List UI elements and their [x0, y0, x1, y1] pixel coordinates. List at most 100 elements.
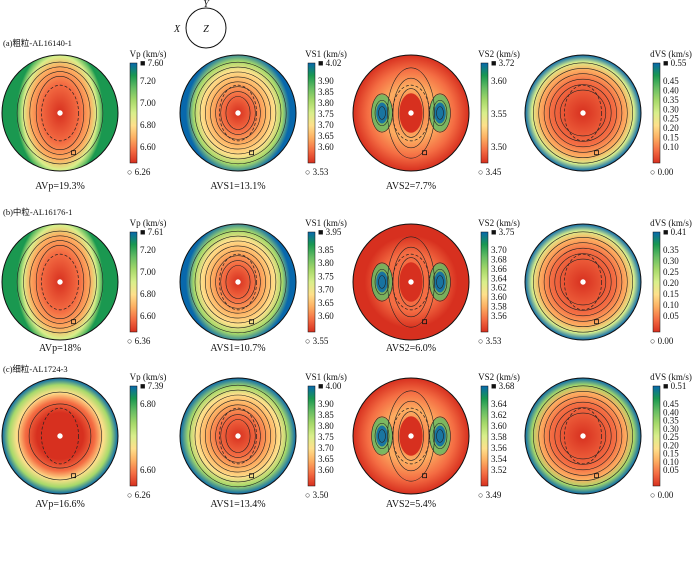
colorbar-tick: 3.70 [318, 120, 334, 130]
colorbar-tick: 7.20 [140, 245, 156, 255]
colorbar-tick: 3.65 [318, 298, 334, 308]
colorbar-gradient [480, 385, 489, 487]
contour-line [16, 61, 104, 165]
pole-figure: Vp (km/s)■ 7.61 7.20 7.00 6.80 6.60 ○ 6.36 AVp… [1, 218, 167, 354]
colorbar-tick: 3.60 [491, 76, 507, 86]
min-marker [594, 150, 599, 156]
contour-line [378, 429, 386, 443]
contour-line [392, 400, 430, 472]
colorbar-tick: 3.62 [491, 410, 507, 420]
contour-line [18, 391, 102, 481]
colorbar-tick: 3.80 [318, 421, 334, 431]
min-marker [249, 319, 255, 325]
max-marker [235, 433, 241, 439]
colorbar-tick: 6.60 [140, 142, 156, 152]
colorbar: VS1 (km/s)■ 4.02 3.903.853.803.753.703.65… [305, 49, 347, 177]
contour-line [23, 66, 97, 160]
dashed-contour [219, 253, 257, 311]
colorbar-tick: 3.60 [318, 465, 334, 475]
colorbar-min: ○ 0.00 [650, 490, 674, 500]
min-marker [594, 319, 599, 325]
contour-line [225, 265, 251, 299]
colorbar-tick: 3.70 [491, 245, 507, 255]
colorbar: VS1 (km/s)■ 4.00 3.903.853.803.753.703.65… [305, 372, 347, 500]
colorbar-max: ■ 0.51 [663, 381, 686, 391]
anisotropy-caption: AVp=16.6% [35, 499, 85, 510]
contour-line [392, 77, 430, 149]
colorbar-tick: 3.85 [318, 87, 334, 97]
colorbar-tick: 3.64 [491, 273, 507, 283]
max-marker [580, 110, 586, 116]
colorbar-max: ■ 3.68 [491, 381, 515, 391]
contour-line [210, 250, 266, 314]
colorbar: dVS (km/s)■ 0.55 0.450.400.350.300.250.20… [650, 49, 692, 177]
colorbar-tick: 3.56 [491, 443, 507, 453]
colorbar-tick: 3.50 [491, 142, 507, 152]
colorbar-min: ○ 6.26 [127, 167, 151, 177]
colorbar-tick: 7.00 [140, 98, 156, 108]
colorbar-max: ■ 4.02 [318, 58, 341, 68]
colorbar-tick: 3.90 [318, 76, 334, 86]
colorbar-tick: 3.90 [318, 399, 334, 409]
colorbar: VS2 (km/s)■ 3.68 3.643.623.603.583.563.54… [478, 372, 520, 500]
contour-line [538, 237, 628, 328]
colorbar-gradient [480, 62, 489, 164]
colorbar-tick: 3.75 [318, 109, 334, 119]
colorbar-tick: 0.45 [663, 76, 679, 86]
contour-line [199, 394, 277, 478]
pole-figure-outline [524, 377, 642, 495]
colorbar-title: VS1 (km/s) [305, 49, 347, 59]
colorbar-tick: 0.20 [663, 278, 679, 288]
pole-figure-outline [524, 54, 642, 172]
contour-line [371, 93, 393, 133]
max-marker [57, 279, 63, 285]
pole-figure: VS2 (km/s)■ 3.75 3.703.683.663.643.623.60… [352, 218, 520, 354]
contour-line [432, 422, 448, 450]
contour-line [215, 86, 261, 140]
axis-y-label: Y [203, 0, 210, 10]
pole-figure-outline [179, 54, 297, 172]
contour-line [23, 235, 97, 329]
contour-line [29, 71, 91, 155]
min-marker [594, 473, 599, 479]
anisotropy-caption: AVS2=7.7% [386, 181, 436, 192]
colorbar-tick: 0.15 [663, 289, 679, 299]
colorbar-max: ■ 4.00 [318, 381, 342, 391]
colorbar-title: VS1 (km/s) [305, 372, 347, 382]
contour-line [543, 242, 623, 322]
pole-figure-outline [352, 377, 470, 495]
colorbar-tick: 3.75 [318, 432, 334, 442]
colorbar-tick: 0.30 [663, 104, 679, 114]
min-marker [249, 473, 255, 479]
min-marker [422, 473, 428, 479]
max-marker [235, 279, 241, 285]
colorbar-gradient [652, 231, 661, 333]
colorbar-tick: 0.45 [663, 399, 679, 409]
pole-figure-outline [1, 54, 119, 172]
colorbar-tick: 3.66 [491, 264, 507, 274]
colorbar-title: Vp (km/s) [130, 372, 167, 382]
contour-line [554, 84, 612, 142]
colorbar-min: ○ 3.49 [478, 490, 502, 500]
colorbar-title: Vp (km/s) [130, 218, 167, 228]
contour-line [538, 68, 628, 159]
contour-line [549, 247, 617, 317]
colorbar-gradient [652, 385, 661, 487]
min-marker [71, 150, 76, 156]
colorbar-tick: 3.80 [318, 98, 334, 108]
anisotropy-caption: AVS1=13.4% [210, 499, 265, 510]
pole-figure: VS2 (km/s)■ 3.72 3.60 3.55 3.50 ○ 3.45 AVS2=7… [352, 49, 520, 192]
colorbar-tick: 3.54 [491, 454, 507, 464]
colorbar: dVS (km/s)■ 0.41 0.350.300.250.200.150.10… [650, 218, 692, 346]
colorbar-tick: 0.05 [663, 465, 679, 475]
colorbar-tick: 0.10 [663, 457, 679, 467]
contour-line [225, 419, 251, 453]
colorbar-max: ■ 0.41 [663, 227, 686, 237]
colorbar-tick: 3.58 [491, 302, 507, 312]
colorbar-max: ■ 3.72 [491, 58, 514, 68]
colorbar-tick: 0.35 [663, 416, 679, 426]
colorbar-tick: 0.25 [663, 267, 679, 277]
contour-line [210, 81, 266, 145]
dashed-contour [392, 407, 430, 465]
contour-line [220, 260, 256, 304]
